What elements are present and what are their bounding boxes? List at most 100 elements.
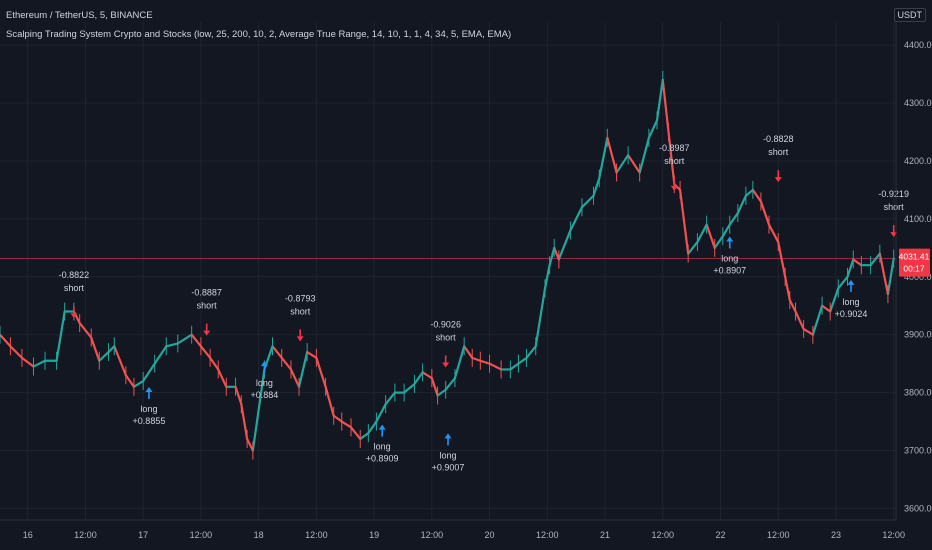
price-segment	[78, 322, 93, 339]
price-segment	[340, 420, 353, 429]
short-arrowhead	[890, 232, 898, 238]
price-segment	[55, 310, 66, 362]
price-segment	[794, 310, 805, 331]
signal-label: short	[884, 202, 905, 212]
price-segment	[199, 345, 212, 359]
signal-value: +0.9024	[835, 309, 868, 319]
price-segment	[661, 78, 670, 134]
signal-label: short	[290, 306, 311, 316]
x-tick-label: 12:00	[190, 530, 213, 540]
y-tick-label: 4400.00	[904, 40, 932, 50]
x-tick-label: 19	[369, 530, 379, 540]
short-arrowhead	[70, 313, 78, 319]
price-segment	[667, 130, 676, 186]
price-segment	[721, 223, 731, 238]
currency-badge[interactable]: USDT	[893, 8, 926, 22]
x-tick-label: 22	[715, 530, 725, 540]
price-segment	[375, 403, 387, 423]
signal-label: long	[374, 442, 391, 452]
price-segment	[384, 391, 396, 406]
short-arrowhead	[670, 185, 678, 191]
price-segment	[553, 246, 560, 261]
x-tick-label: 12:00	[421, 530, 444, 540]
long-arrowhead	[444, 433, 452, 439]
price-segment	[802, 327, 814, 336]
price-segment	[598, 136, 609, 180]
signal-label: short	[768, 147, 789, 157]
signal-label: short	[197, 301, 218, 311]
price-segment	[0, 333, 12, 348]
price-segment	[673, 183, 682, 192]
price-segment	[245, 437, 254, 452]
price-segment	[315, 356, 327, 388]
price-segment	[463, 345, 474, 359]
price-segment	[271, 345, 283, 359]
last-price-badge	[899, 248, 930, 277]
x-tick-label: 12:00	[882, 530, 905, 540]
signal-value: -0.9219	[878, 189, 909, 199]
price-segment	[90, 336, 101, 362]
price-segment	[240, 403, 249, 441]
price-segment	[367, 420, 378, 435]
x-tick-label: 16	[23, 530, 33, 540]
price-segment	[852, 258, 863, 267]
y-tick-label: 3800.00	[904, 388, 932, 398]
price-segment	[9, 345, 24, 359]
price-segment	[32, 359, 47, 368]
price-segment	[190, 333, 203, 348]
signal-value: +0.9007	[432, 462, 465, 472]
signal-label: long	[140, 404, 157, 414]
price-segment	[713, 235, 724, 249]
y-tick-label: 4200.00	[904, 156, 932, 166]
price-segment	[788, 298, 797, 313]
chart-title: Ethereum / TetherUS, 5, BINANCE	[6, 10, 153, 21]
price-segment	[289, 368, 301, 388]
long-arrowhead	[378, 424, 386, 430]
price-segment	[829, 287, 840, 313]
indicator-legend: Scalping Trading System Crypto and Stock…	[6, 29, 512, 40]
x-tick-label: 12:00	[305, 530, 328, 540]
last-price-label: 4031.41	[899, 252, 930, 262]
long-arrowhead	[726, 236, 734, 242]
y-tick-label: 4100.00	[904, 214, 932, 224]
price-segment	[777, 240, 787, 278]
price-segment	[767, 223, 780, 244]
price-series	[0, 70, 895, 460]
x-tick-label: 17	[138, 530, 148, 540]
price-segment	[280, 356, 293, 371]
x-tick-label: 21	[600, 530, 610, 540]
signal-value: +0.8909	[366, 454, 399, 464]
price-segment	[132, 379, 145, 388]
price-segment	[837, 275, 849, 290]
signal-label: short	[664, 156, 685, 166]
short-arrowhead	[774, 177, 782, 183]
price-segment	[124, 374, 136, 388]
price-segment	[580, 194, 595, 209]
signal-label: short	[436, 332, 457, 342]
price-segment	[647, 119, 659, 139]
short-arrowhead	[203, 330, 211, 336]
price-segment	[744, 188, 754, 197]
signal-value: +0.8855	[133, 416, 166, 426]
price-segment	[359, 432, 370, 441]
price-segment	[403, 382, 416, 394]
price-segment	[453, 345, 466, 380]
x-tick-label: 12:00	[74, 530, 97, 540]
price-segment	[525, 345, 537, 359]
y-tick-label: 3700.00	[904, 446, 932, 456]
price-segment	[811, 304, 824, 336]
price-segment	[751, 188, 763, 203]
price-segment	[784, 275, 791, 302]
long-arrowhead	[847, 279, 855, 285]
signal-value: -0.9026	[430, 319, 461, 329]
price-segment	[705, 223, 716, 249]
price-segment	[534, 287, 547, 348]
short-arrowhead	[442, 362, 450, 368]
signal-label: long	[256, 378, 273, 388]
price-segment	[736, 194, 747, 215]
x-tick-label: 12:00	[651, 530, 674, 540]
price-segment	[759, 200, 771, 226]
y-tick-label: 3900.00	[904, 330, 932, 340]
price-segment	[615, 154, 630, 174]
